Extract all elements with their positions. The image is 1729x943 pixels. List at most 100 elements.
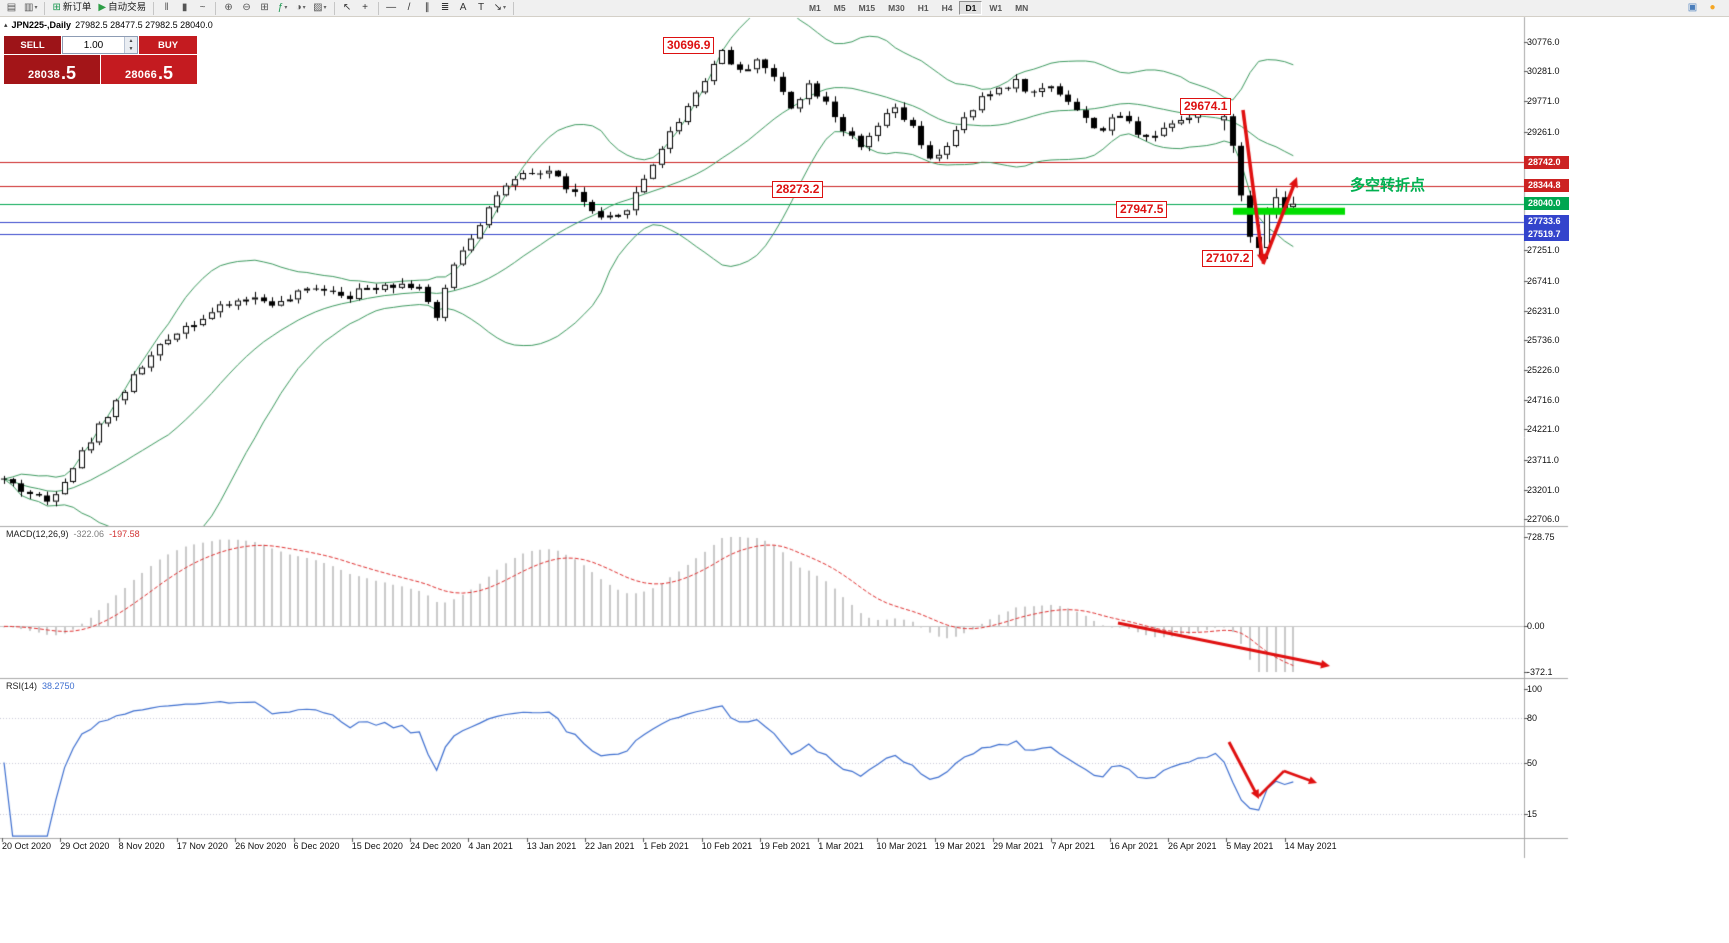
time-axis-label: 29 Oct 2020 — [60, 841, 110, 851]
buy-price-button[interactable]: 28066 .5 — [101, 55, 197, 84]
macd-name: MACD(12,26,9) — [6, 529, 69, 539]
price-axis-label: 25736.0 — [1527, 334, 1560, 345]
volume-input[interactable] — [63, 37, 124, 53]
caret-down-icon: ▾ — [323, 5, 327, 11]
trendline-tool-button[interactable]: / — [401, 1, 418, 16]
rsi-axis-label: 15 — [1527, 809, 1538, 819]
time-axis-label: 4 Jan 2021 — [468, 841, 513, 851]
chart-type-line-button[interactable]: ~ — [194, 1, 211, 16]
cursor-tool-button[interactable]: ↖ — [339, 1, 356, 16]
chart-type-line-icon: ~ — [199, 2, 206, 13]
profiles-icon: ▥ — [24, 2, 34, 13]
rsi-indicator-label: RSI(14) 38.2750 — [6, 681, 75, 691]
volume-spinner: ▲ ▼ — [124, 37, 137, 53]
timeframe-m30-button[interactable]: M30 — [888, 3, 905, 13]
new-order-icon: ⊞ — [52, 2, 61, 13]
price-annotation[interactable]: 29674.1 — [1180, 98, 1232, 115]
macd-indicator-label: MACD(12,26,9) -322.06 -197.58 — [6, 529, 140, 539]
timeframe-w1-button[interactable]: W1 — [989, 3, 1003, 13]
arrows-tool-button[interactable]: ↘ ▾ — [491, 1, 509, 16]
volume-down-button[interactable]: ▼ — [125, 45, 137, 53]
auto-trading-button[interactable]: ▶ 自动交易 — [95, 1, 149, 16]
time-axis-label: 29 Mar 2021 — [993, 841, 1044, 851]
toolbar-right-group: ▣ ● — [1684, 1, 1726, 16]
channel-tool-button[interactable]: ∥ — [419, 1, 436, 16]
zoom-in-button[interactable]: ⊕ — [220, 1, 237, 16]
time-axis-label: 14 May 2021 — [1284, 841, 1337, 851]
timeframe-h1-button[interactable]: H1 — [917, 3, 929, 13]
rsi-axis-label: 50 — [1527, 757, 1538, 768]
sell-price-button[interactable]: 28038 .5 — [4, 55, 100, 84]
indicators-icon: ƒ — [277, 2, 284, 13]
volume-up-button[interactable]: ▲ — [125, 37, 137, 45]
crosshair-tool-button[interactable]: + — [357, 1, 374, 16]
periods-button[interactable]: ◑ ▾ — [292, 1, 309, 16]
zoom-out-button[interactable]: ⊖ — [238, 1, 255, 16]
price-axis-label: 30281.0 — [1527, 66, 1560, 77]
sell-button[interactable]: SELL — [4, 36, 61, 54]
rsi-value: 38.2750 — [42, 681, 75, 691]
auto-trading-label: 自动交易 — [108, 2, 147, 14]
symbol-info: ▴ JPN225-,Daily 27982.5 28477.5 27982.5 … — [4, 20, 213, 30]
cursor-tool-icon: ↖ — [342, 2, 352, 13]
price-axis-label: 23711.0 — [1527, 454, 1559, 465]
buy-price-pips: .5 — [158, 62, 174, 83]
templates-button[interactable]: ▨ ▾ — [310, 1, 329, 16]
timeframe-m1-button[interactable]: M1 — [808, 3, 821, 13]
price-axis-label: 25226.0 — [1527, 365, 1560, 376]
toolbar-community-button[interactable]: ▣ — [1684, 1, 1701, 16]
price-annotation[interactable]: 30696.9 — [663, 37, 715, 54]
timeframe-m5-button[interactable]: M5 — [833, 3, 846, 13]
volume-field-wrap: ▲ ▼ — [62, 36, 138, 54]
price-tag: 28742.0 — [1524, 155, 1569, 169]
new-chart-button[interactable]: ▤ — [3, 1, 20, 16]
time-axis-label: 10 Feb 2021 — [701, 841, 753, 851]
chart-type-bars-button[interactable]: ‖ — [158, 1, 175, 16]
fibonacci-tool-button[interactable]: ≣ — [437, 1, 454, 16]
price-axis-label: 26741.0 — [1527, 275, 1560, 286]
text-tool-button[interactable]: A — [455, 1, 472, 16]
price-axis-label: 26231.0 — [1527, 305, 1560, 316]
arrows-tool-icon: ↘ — [493, 2, 502, 13]
text-tool-icon: A — [459, 2, 467, 13]
price-tag: 27733.6 — [1524, 215, 1569, 229]
timeframe-mn-button[interactable]: MN — [1015, 3, 1029, 13]
macd-signal-value: -197.58 — [109, 529, 140, 539]
timeframe-h4-button[interactable]: H4 — [941, 3, 953, 13]
channel-tool-icon: ∥ — [424, 2, 430, 13]
time-axis-label: 1 Mar 2021 — [818, 841, 864, 851]
one-click-toggle-icon[interactable]: ▴ — [4, 22, 8, 29]
caret-down-icon: ▾ — [502, 5, 506, 11]
hline-tool-button[interactable]: ― — [383, 1, 400, 16]
macd-axis-label: 0.00 — [1527, 621, 1545, 632]
profiles-button[interactable]: ▥ ▾ — [21, 1, 40, 16]
toolbar-separator — [377, 1, 379, 15]
time-axis-label: 26 Nov 2020 — [235, 841, 287, 851]
time-axis-label: 17 Nov 2020 — [176, 841, 228, 851]
time-axis-label: 22 Jan 2021 — [585, 841, 635, 851]
timeframe-d1-button[interactable]: D1 — [959, 1, 983, 15]
chart-type-candles-button[interactable]: ▮ — [176, 1, 193, 16]
price-annotation[interactable]: 27947.5 — [1116, 201, 1168, 218]
community-icon: ▣ — [1687, 2, 1698, 13]
price-annotation[interactable]: 28273.2 — [772, 181, 824, 198]
price-annotation[interactable]: 27107.2 — [1202, 250, 1254, 267]
toolbar-notification-button[interactable]: ● — [1704, 1, 1721, 16]
zoom-out-icon: ⊖ — [242, 2, 251, 13]
new-order-button[interactable]: ⊞ 新订单 — [49, 1, 94, 16]
indicators-button[interactable]: ƒ ▾ — [274, 1, 291, 16]
crosshair-tool-icon: + — [362, 2, 368, 13]
timeframe-m15-button[interactable]: M15 — [858, 3, 876, 13]
price-axis-label: 24716.0 — [1527, 395, 1560, 406]
turning-point-note[interactable]: 多空转折点 — [1350, 177, 1426, 194]
price-axis-label: 30776.0 — [1527, 37, 1560, 47]
macd-main-value: -322.06 — [73, 529, 105, 539]
label-tool-button[interactable]: T — [473, 1, 490, 16]
price-axis-label: 29261.0 — [1527, 126, 1560, 137]
tile-windows-button[interactable]: ⊞ — [256, 1, 273, 16]
buy-button[interactable]: BUY — [139, 36, 197, 54]
toolbar-separator — [153, 1, 155, 15]
time-axis-label: 15 Dec 2020 — [351, 841, 403, 851]
